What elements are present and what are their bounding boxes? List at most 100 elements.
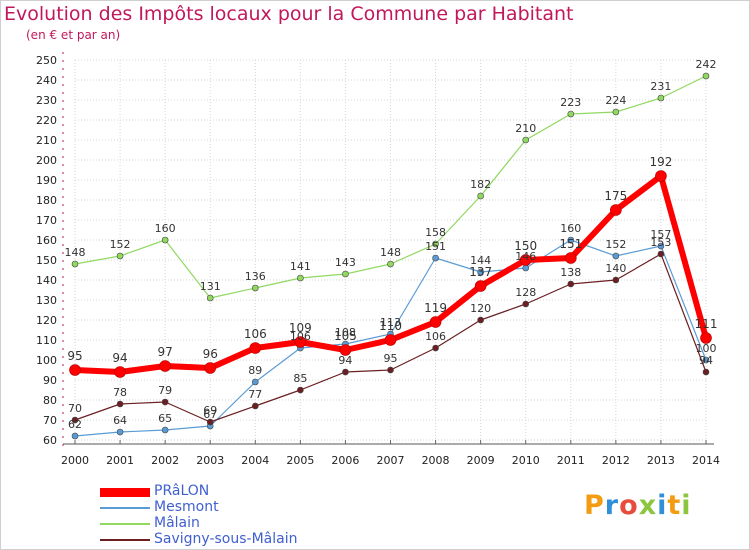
data-label: 152: [110, 238, 131, 251]
data-point: [71, 260, 79, 268]
data-point: [477, 192, 484, 200]
data-label: 140: [605, 262, 626, 275]
y-tick-label: 170: [36, 214, 57, 227]
data-label: 148: [380, 246, 401, 259]
data-point: [522, 136, 530, 144]
data-label: 94: [112, 351, 127, 365]
data-label: 79: [158, 384, 172, 397]
y-tick-label: 130: [36, 294, 57, 307]
y-tick-label: 210: [36, 134, 57, 147]
data-label: 94: [699, 354, 713, 367]
proxiti-logo: Proxiti: [584, 490, 692, 521]
data-label: 106: [425, 330, 446, 343]
data-label: 69: [203, 404, 217, 417]
data-label: 119: [424, 301, 447, 315]
data-label: 151: [559, 237, 582, 251]
data-point: [387, 260, 394, 268]
data-point: [519, 254, 532, 266]
data-label: 158: [425, 226, 446, 239]
y-tick-label: 110: [36, 334, 57, 347]
data-label: 131: [200, 280, 221, 293]
data-point: [432, 344, 439, 352]
legend-label: PRâLON: [154, 483, 210, 499]
y-tick-label: 90: [43, 374, 57, 387]
y-tick-label: 140: [36, 274, 57, 287]
data-label: 77: [248, 388, 262, 401]
y-tick-label: 100: [36, 354, 57, 367]
data-point: [251, 284, 259, 292]
y-tick-label: 230: [36, 94, 57, 107]
data-point: [339, 344, 352, 356]
data-point: [116, 428, 124, 436]
data-label: 148: [65, 246, 86, 259]
data-label: 95: [384, 352, 398, 365]
y-tick-label: 190: [36, 174, 57, 187]
data-point: [71, 432, 79, 440]
data-label: 231: [650, 80, 671, 93]
data-point: [477, 316, 484, 324]
data-point: [564, 252, 577, 264]
data-point: [114, 366, 126, 378]
logo-letter: i: [657, 490, 668, 521]
data-point: [342, 270, 349, 278]
data-label: 152: [605, 238, 626, 251]
y-tick-label: 240: [36, 74, 57, 87]
data-label: 100: [696, 342, 717, 355]
y-tick-label: 60: [43, 434, 57, 447]
data-point: [251, 402, 259, 410]
data-point: [474, 280, 487, 292]
data-point: [567, 110, 575, 118]
data-label: 160: [560, 222, 581, 235]
data-point: [432, 254, 439, 262]
x-tick-label: 2013: [647, 454, 675, 467]
data-point: [702, 72, 710, 80]
chart-subtitle: (en € et par an): [26, 28, 121, 42]
data-labels: 62 64 65 67 89 106 108 113 151 144 146 160 152 157 100…: [65, 58, 718, 431]
legend-swatch: [100, 507, 150, 509]
logo-letter: x: [638, 490, 658, 521]
y-tick-label: 120: [36, 314, 57, 327]
data-label: 128: [515, 286, 536, 299]
logo-letter: t: [667, 490, 682, 521]
data-label: 85: [293, 372, 307, 385]
x-tick-label: 2007: [377, 454, 405, 467]
data-label: 95: [67, 349, 82, 363]
data-label: 70: [68, 402, 82, 415]
data-point: [612, 252, 620, 260]
data-label: 62: [68, 418, 82, 431]
data-label: 175: [604, 189, 627, 203]
data-point: [702, 356, 710, 364]
data-point: [161, 426, 169, 434]
logo-letter: r: [604, 490, 620, 521]
data-point: [251, 378, 259, 386]
data-point: [612, 108, 620, 116]
y-tick-label: 200: [36, 154, 57, 167]
data-label: 65: [158, 412, 172, 425]
y-tick-label: 70: [43, 414, 57, 427]
x-tick-label: 2008: [422, 454, 450, 467]
data-point: [116, 400, 124, 408]
data-label: 105: [334, 329, 357, 343]
legend-swatch: [100, 487, 150, 497]
x-tick-label: 2011: [557, 454, 585, 467]
chart-title: Evolution des Impôts locaux pour la Comm…: [4, 3, 574, 25]
legend-label: Mâlain: [154, 515, 200, 531]
axes: 60 70 80 90 100 110 120 130 140 150 160 170 180 190 20…: [36, 52, 720, 467]
data-point: [612, 276, 620, 284]
x-tick-label: 2001: [106, 454, 134, 467]
data-label: 242: [696, 58, 717, 71]
data-point: [297, 386, 304, 394]
data-point: [297, 274, 304, 282]
data-label: 106: [290, 330, 311, 343]
y-tick-label: 220: [36, 114, 57, 127]
data-label: 78: [113, 386, 127, 399]
data-label: 160: [155, 222, 176, 235]
data-label: 151: [425, 240, 446, 253]
y-tick-label: 250: [36, 54, 57, 67]
x-tick-label: 2010: [512, 454, 540, 467]
logo-letter: i: [681, 490, 692, 521]
x-tick-label: 2006: [331, 454, 359, 467]
logo-letter: P: [584, 490, 605, 521]
logo-letter: o: [619, 490, 639, 521]
data-point: [567, 280, 575, 288]
